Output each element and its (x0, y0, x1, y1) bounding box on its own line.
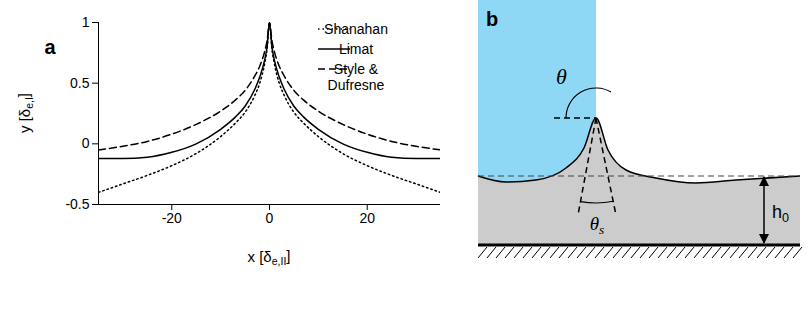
svg-text:0.5: 0.5 (70, 75, 90, 91)
svg-text:y [δe,I]: y [δe,I] (15, 93, 36, 133)
svg-text:Limat: Limat (339, 41, 373, 57)
svg-text:1: 1 (82, 14, 90, 30)
svg-text:-0.5: -0.5 (65, 196, 89, 212)
svg-text:θs: θs (590, 213, 605, 237)
svg-text:0: 0 (266, 210, 274, 226)
svg-text:0: 0 (82, 135, 90, 151)
svg-text:Style &: Style & (334, 61, 379, 77)
svg-text:h0: h0 (772, 202, 789, 225)
svg-text:Dufresne: Dufresne (328, 77, 385, 93)
svg-text:x [δe,II]: x [δe,II] (248, 247, 291, 268)
svg-text:b: b (486, 8, 498, 30)
svg-text:Shanahan: Shanahan (324, 21, 388, 37)
svg-text:-20: -20 (162, 210, 182, 226)
svg-text:a: a (44, 36, 56, 58)
svg-text:20: 20 (359, 210, 375, 226)
svg-text:θ: θ (556, 64, 567, 89)
